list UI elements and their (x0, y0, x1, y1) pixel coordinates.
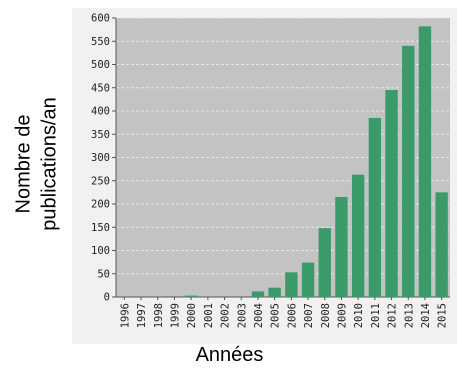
bar-2007 (301, 262, 315, 297)
bar-2004 (251, 291, 265, 297)
y-tick-label: 150 (91, 222, 110, 234)
x-tick-label-2002: 2002 (220, 303, 232, 328)
y-tick-label: 600 (91, 13, 110, 25)
x-tick-label-2001: 2001 (203, 303, 215, 328)
x-tick-label-2015: 2015 (437, 303, 449, 328)
bar-2014 (418, 26, 432, 298)
y-tick-label: 500 (91, 59, 110, 71)
y-tick-label: 550 (91, 36, 110, 48)
y-tick-label: 50 (97, 268, 110, 280)
x-tick-label-2014: 2014 (420, 303, 432, 328)
x-tick-label-2010: 2010 (353, 303, 365, 328)
x-tick-label-2008: 2008 (320, 303, 332, 328)
x-tick-label-2009: 2009 (336, 303, 348, 328)
y-tick-label: 100 (91, 245, 110, 257)
bar-2011 (368, 117, 382, 297)
x-tick-label-2004: 2004 (253, 303, 265, 328)
x-tick-label-2000: 2000 (186, 303, 198, 328)
x-tick-label-1996: 1996 (119, 303, 131, 328)
x-tick-label-2006: 2006 (286, 303, 298, 328)
x-tick-label-1997: 1997 (136, 303, 148, 328)
x-tick-label-2005: 2005 (270, 303, 282, 328)
x-tick-label-1998: 1998 (153, 303, 165, 328)
y-tick-label: 450 (91, 82, 110, 94)
x-tick-label-2011: 2011 (370, 303, 382, 328)
x-tick-label-2012: 2012 (387, 303, 399, 328)
y-tick-label: 250 (91, 175, 110, 187)
x-tick-label-2013: 2013 (403, 303, 415, 328)
x-axis-title: Années (195, 344, 264, 366)
bar-2009 (335, 197, 348, 297)
x-tick-label-2003: 2003 (236, 303, 248, 328)
bar-2012 (385, 90, 398, 297)
y-tick-label: 300 (91, 152, 110, 164)
bar-2006 (285, 272, 298, 297)
bar-2013 (402, 45, 415, 298)
bar-2010 (351, 174, 365, 297)
y-tick-label: 350 (91, 129, 110, 141)
bar-2005 (268, 287, 281, 297)
y-tick-label: 0 (104, 292, 110, 304)
x-tick-label-1999: 1999 (169, 303, 181, 328)
x-tick-label-2007: 2007 (303, 303, 315, 328)
y-tick-label: 400 (91, 106, 110, 118)
bar-2015 (435, 192, 448, 297)
y-tick-label: 200 (91, 199, 110, 211)
bar-2008 (318, 228, 331, 297)
bar-2000 (184, 295, 198, 297)
